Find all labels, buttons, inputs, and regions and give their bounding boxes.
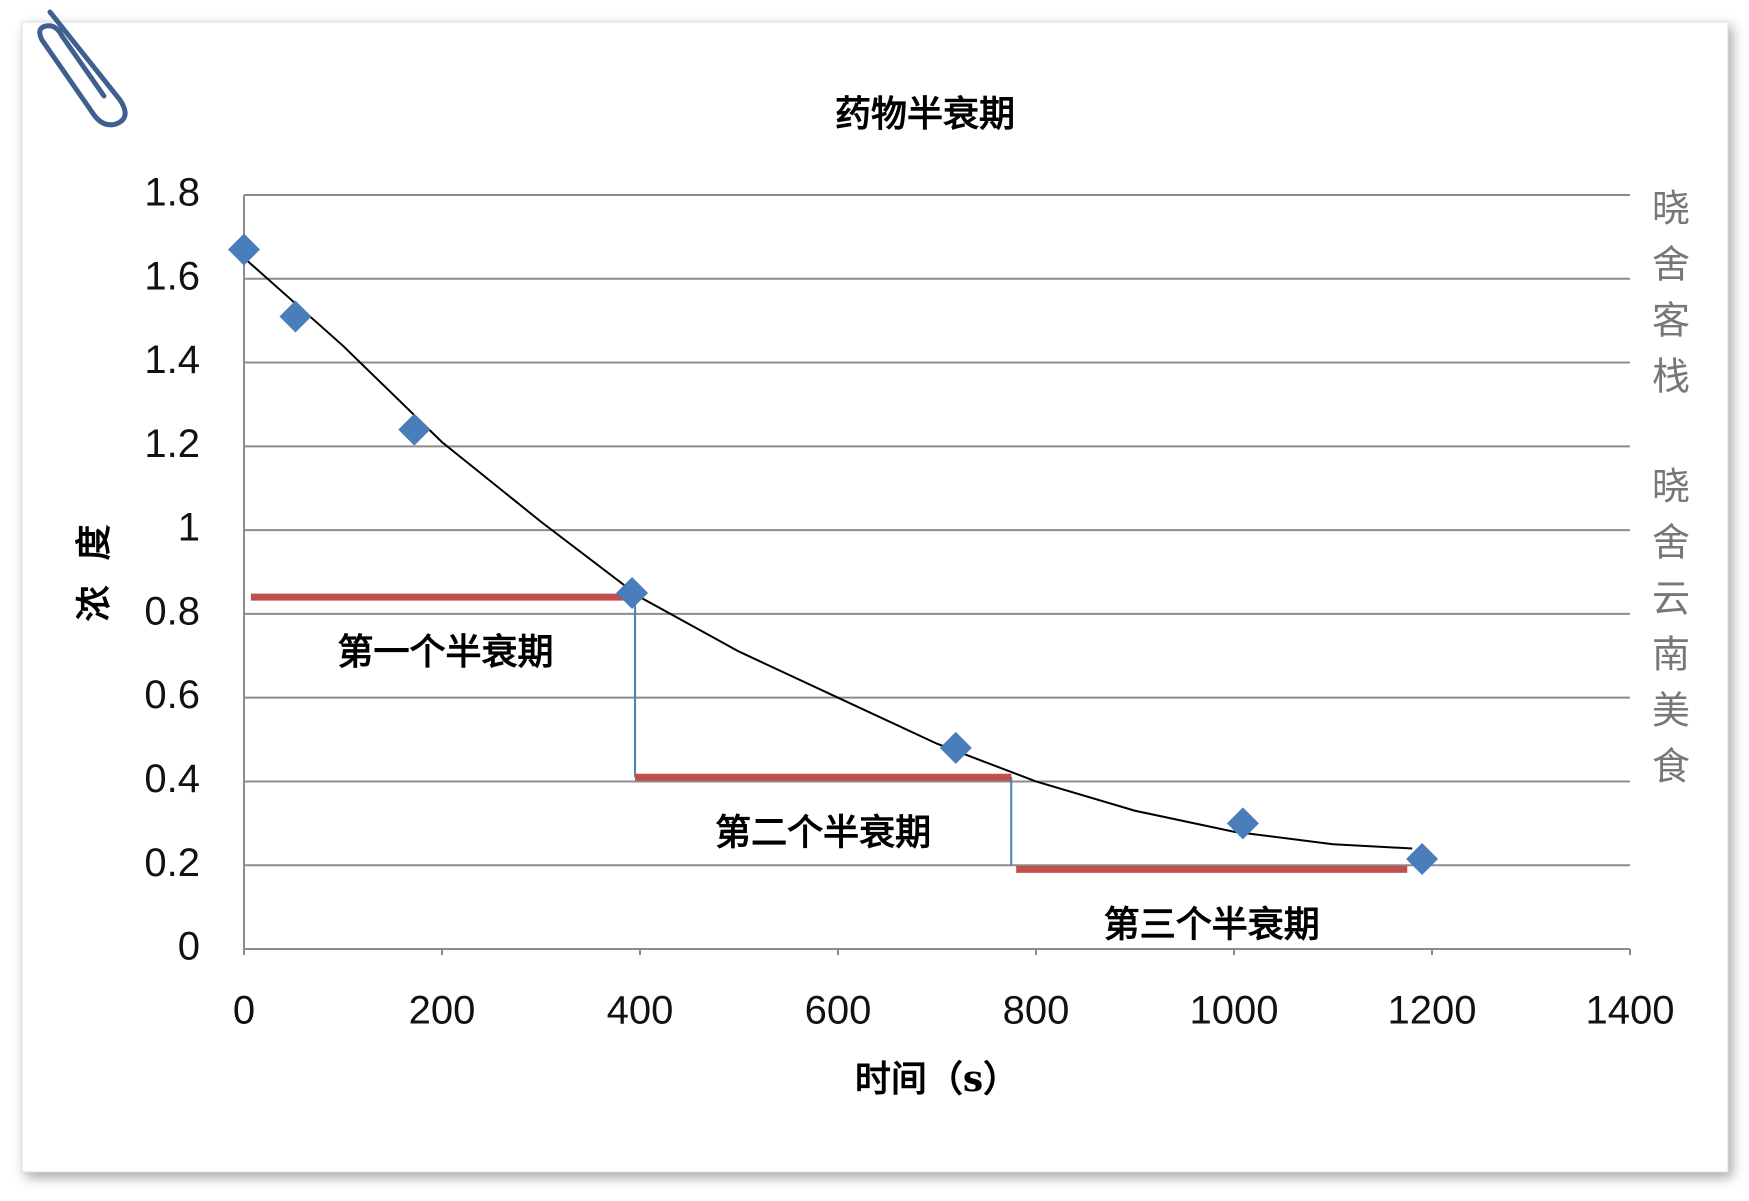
half-life-label: 第一个半衰期 bbox=[337, 631, 553, 673]
y-tick-label: 1 bbox=[178, 506, 200, 550]
data-point bbox=[939, 731, 972, 764]
plot-area: 0 0.2 0.4 0.6 0.8 1 1.2 1.4 1.6 1.8 0 200 400 600 800 1… bbox=[144, 171, 1674, 1033]
y-tick-label: 1.8 bbox=[144, 171, 200, 215]
data-point bbox=[616, 576, 649, 609]
trendline bbox=[243, 257, 1413, 850]
y-tick-label: 0.6 bbox=[144, 673, 200, 717]
y-tick-label: 0.4 bbox=[144, 757, 200, 801]
half-life-label: 第二个半衰期 bbox=[715, 811, 931, 853]
y-tick-label: 1.6 bbox=[144, 254, 200, 298]
y-tick-label: 0 bbox=[178, 925, 200, 969]
y-tick-label: 0.2 bbox=[144, 841, 200, 885]
x-tick-label: 200 bbox=[409, 989, 476, 1033]
data-point bbox=[279, 300, 312, 333]
y-axis-title: 浓 度 bbox=[73, 524, 115, 621]
x-tick-label: 1400 bbox=[1586, 989, 1675, 1033]
paperclip bbox=[37, 9, 128, 128]
chart-title: 药物半衰期 bbox=[835, 93, 1015, 135]
y-tick-label: 1.4 bbox=[144, 338, 200, 382]
y-tick-label: 0.8 bbox=[144, 589, 200, 633]
data-point bbox=[1406, 842, 1439, 875]
data-point bbox=[1226, 807, 1259, 840]
watermark: 晓舍客栈 bbox=[1646, 188, 1690, 412]
data-point bbox=[398, 413, 431, 446]
x-tick-label: 1200 bbox=[1388, 989, 1477, 1033]
x-tick-label: 0 bbox=[233, 989, 255, 1033]
x-tick-label: 800 bbox=[1003, 989, 1070, 1033]
y-tick-label: 1.2 bbox=[144, 422, 200, 466]
x-tick-label: 1000 bbox=[1190, 989, 1279, 1033]
half-life-label: 第三个半衰期 bbox=[1104, 903, 1320, 945]
x-axis-title: 时间（s） bbox=[855, 1058, 1019, 1100]
x-tick-label: 400 bbox=[607, 989, 674, 1033]
watermark: 晓舍云南美食 bbox=[1646, 466, 1690, 802]
data-point bbox=[228, 233, 260, 266]
x-tick-label: 600 bbox=[805, 989, 872, 1033]
